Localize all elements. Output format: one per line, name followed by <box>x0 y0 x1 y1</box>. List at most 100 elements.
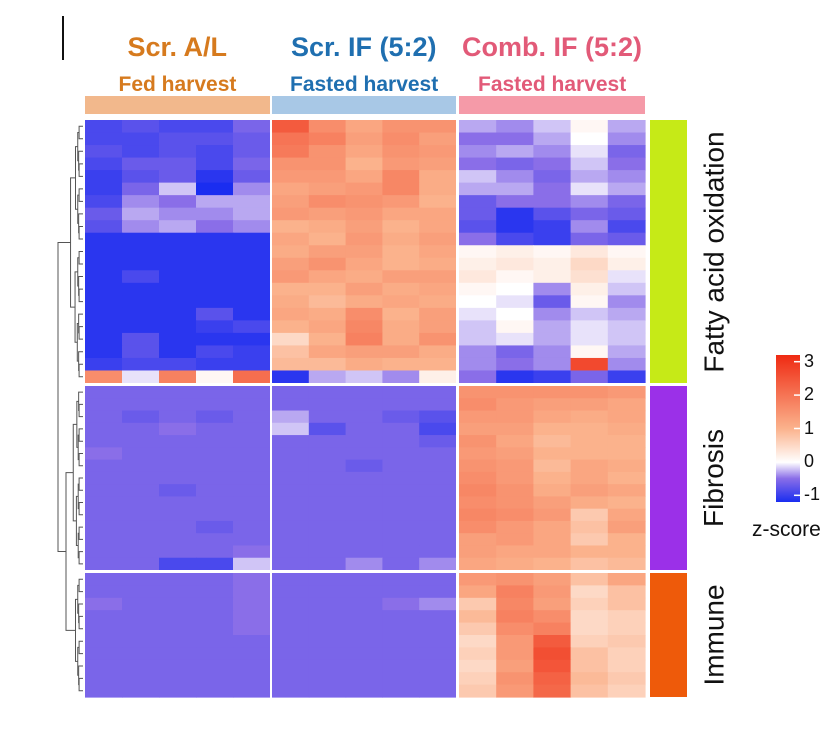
dendrogram-branch <box>78 551 83 565</box>
heatmap-cell <box>459 157 497 171</box>
heatmap-cell <box>419 345 457 359</box>
heatmap-cell <box>159 422 197 436</box>
heatmap-cell <box>607 410 646 424</box>
heatmap-cell <box>85 597 123 611</box>
heatmap-cell <box>419 145 457 159</box>
heatmap-cell <box>419 257 457 271</box>
heatmap-cell <box>85 232 123 246</box>
heatmap-cell <box>459 447 497 461</box>
heatmap-cell <box>419 370 457 384</box>
heatmap-cell <box>345 220 383 234</box>
heatmap-cell <box>308 182 347 196</box>
heatmap-cell <box>272 684 310 698</box>
heatmap-cell <box>233 270 271 284</box>
heatmap-cell <box>382 220 420 234</box>
module-label-fatty-acid-oxidation: Fatty acid oxidation <box>698 130 730 373</box>
heatmap-cell <box>85 484 123 497</box>
heatmap-cell <box>272 533 310 547</box>
heatmap-cell <box>459 370 497 384</box>
heatmap-cell <box>272 520 310 534</box>
group-title-scr-al: Scr. A/L <box>127 32 228 62</box>
heatmap-cell <box>419 422 457 436</box>
heatmap-cell <box>85 435 123 448</box>
heatmap-cell <box>607 533 646 547</box>
heatmap-cell <box>419 170 457 184</box>
heatmap-cell <box>272 195 310 209</box>
heatmap-cell <box>272 357 310 372</box>
heatmap-cell <box>308 157 347 171</box>
heatmap-cell <box>607 270 646 284</box>
heatmap-cell <box>459 257 497 271</box>
heatmap-cell <box>233 295 271 309</box>
heatmap-cell <box>496 484 534 497</box>
heatmap-cell <box>196 659 234 673</box>
heatmap-cell <box>570 295 609 309</box>
heatmap-cell <box>570 357 609 372</box>
heatmap-cell <box>308 270 347 284</box>
heatmap-cell <box>570 410 609 424</box>
heatmap-cell <box>233 220 271 234</box>
heatmap-cell <box>345 573 383 586</box>
heatmap-cell <box>459 597 497 611</box>
heatmap-cell <box>382 245 420 259</box>
heatmap-cell <box>196 370 234 384</box>
text-cursor <box>62 16 64 60</box>
heatmap-cell <box>122 672 160 686</box>
heatmap-cell <box>570 422 609 436</box>
heatmap-cell <box>607 684 646 698</box>
heatmap-cell <box>382 545 420 559</box>
dendrogram-branch <box>78 428 83 442</box>
heatmap-cell <box>345 282 383 296</box>
heatmap-cell <box>233 533 271 547</box>
heatmap-cell <box>382 120 420 134</box>
heatmap-cell <box>272 647 310 661</box>
heatmap-cell <box>308 245 347 259</box>
heatmap-cell <box>345 182 383 196</box>
heatmap-cell <box>308 659 347 673</box>
heatmap-cell <box>607 145 646 159</box>
heatmap-cell <box>308 557 347 571</box>
heatmap-cell <box>122 422 160 436</box>
heatmap-cell <box>533 357 572 372</box>
heatmap-cell <box>459 647 497 661</box>
heatmap-cell <box>533 422 572 436</box>
heatmap-cell <box>382 398 420 412</box>
heatmap-cell <box>496 207 534 221</box>
heatmap-cell <box>570 533 609 547</box>
heatmap-cell <box>272 435 310 448</box>
heatmap-cell <box>419 484 457 497</box>
heatmap-cell <box>607 520 646 534</box>
heatmap-cell <box>496 386 534 399</box>
heatmap-cell <box>345 622 383 636</box>
heatmap-cell <box>570 459 609 473</box>
heatmap-cell <box>233 320 271 334</box>
heatmap-cell <box>159 459 197 473</box>
heatmap-cell <box>85 573 123 586</box>
heatmap-cell <box>570 573 609 586</box>
heatmap-cell <box>159 132 197 146</box>
heatmap-cell <box>533 270 572 284</box>
heatmap-cell <box>382 132 420 146</box>
heatmap-cell <box>272 232 310 246</box>
heatmap-cell <box>607 422 646 436</box>
heatmap-cell <box>345 386 383 399</box>
heatmap-cell <box>607 345 646 359</box>
heatmap-cell <box>308 459 347 473</box>
heatmap-cell <box>308 332 347 347</box>
heatmap-cell <box>345 120 383 134</box>
heatmap-cell <box>382 672 420 686</box>
heatmap-cell <box>382 508 420 522</box>
heatmap-cell <box>272 220 310 234</box>
heatmap-cell <box>570 597 609 611</box>
heatmap-cell <box>345 245 383 259</box>
heatmap-cell <box>233 170 271 184</box>
heatmap-cell <box>122 496 160 510</box>
heatmap-cell <box>308 508 347 522</box>
heatmap-cell <box>345 132 383 146</box>
heatmap-cell <box>159 345 197 359</box>
legend-tick-label: 3 <box>804 350 815 371</box>
heatmap-cell <box>607 672 646 686</box>
heatmap-cell <box>607 471 646 485</box>
dendrogram-branch <box>78 578 83 593</box>
heatmap-cell <box>159 622 197 636</box>
